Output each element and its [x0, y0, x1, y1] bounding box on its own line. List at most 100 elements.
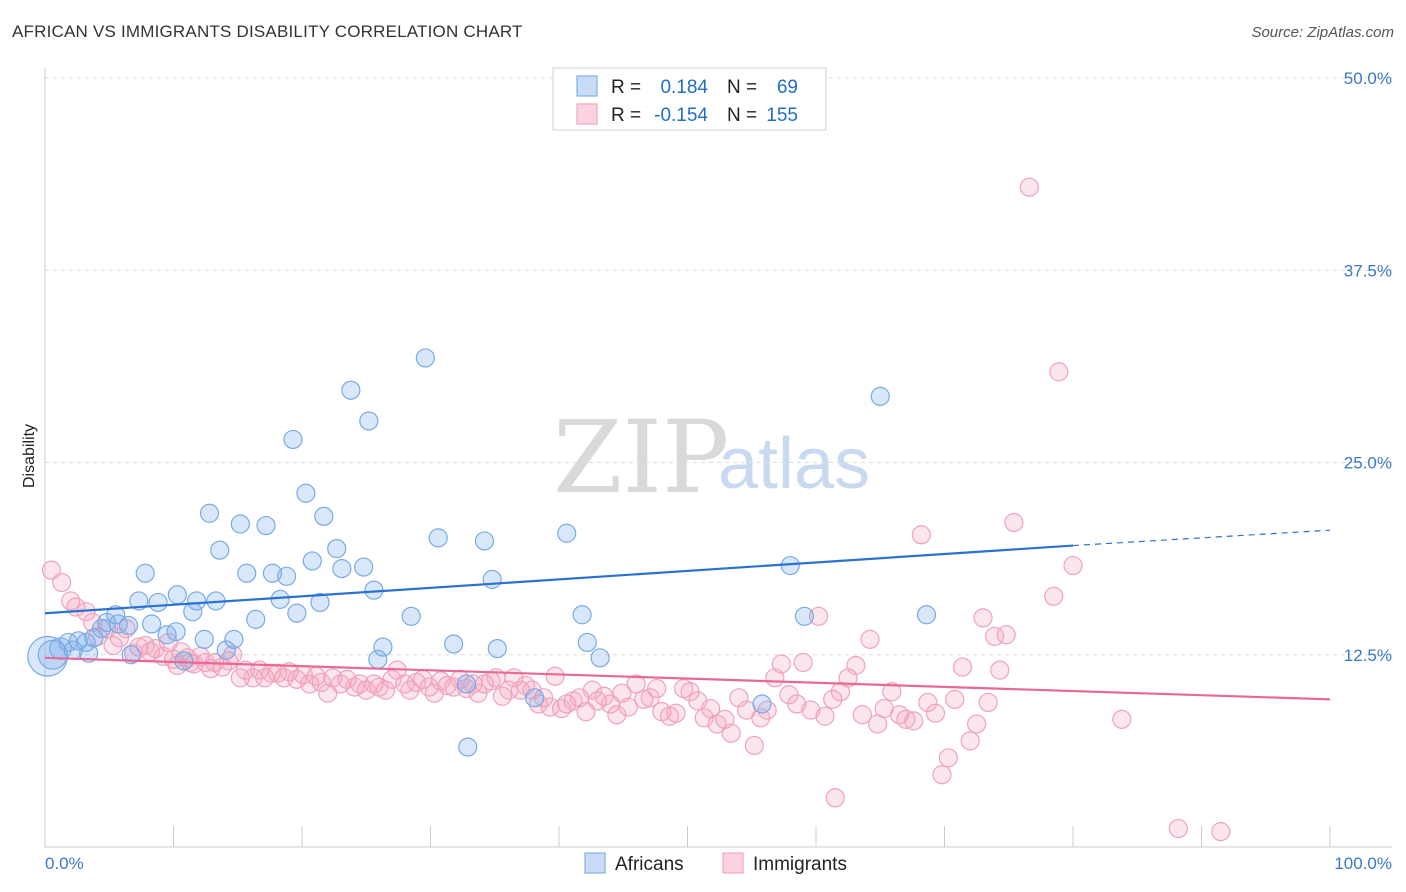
immigrants-point: [751, 708, 771, 728]
africans-point: [314, 506, 334, 526]
immigrants-point: [243, 668, 263, 688]
africans-points: [27, 348, 937, 757]
africans-point: [166, 622, 186, 642]
africans-point: [237, 563, 257, 583]
immigrants-point: [852, 705, 872, 725]
immigrants-r-label: R =: [611, 105, 641, 126]
africans-point: [474, 531, 495, 551]
immigrants-point: [323, 668, 343, 688]
immigrants-point: [952, 657, 973, 677]
legend-africans-swatch: [584, 852, 606, 874]
immigrants-r-value: -0.154: [654, 105, 708, 126]
immigrants-point: [846, 655, 866, 676]
africans-point: [572, 605, 592, 625]
africans-point: [359, 411, 379, 431]
africans-point: [118, 615, 139, 636]
africans-point: [256, 515, 276, 536]
immigrants-point: [932, 765, 952, 785]
x-tick-label-max: 100.0%: [1334, 854, 1392, 873]
y-tick-label-3: 50.0%: [1344, 69, 1392, 88]
immigrants-swatch: [576, 103, 598, 125]
immigrants-point: [311, 672, 331, 693]
axes: [44, 68, 1392, 848]
immigrants-point: [375, 680, 396, 700]
africans-point: [167, 585, 187, 605]
y-tick-labels: 12.5% 25.0% 37.5% 50.0%: [1344, 69, 1392, 665]
africans-point: [401, 606, 421, 626]
africans-point: [296, 483, 316, 503]
immigrants-point: [721, 723, 741, 743]
africans-point: [916, 605, 937, 625]
africans-point: [327, 539, 347, 559]
immigrants-points: [41, 177, 1231, 842]
immigrants-point: [103, 635, 123, 656]
africans-point: [415, 348, 435, 368]
africans-point: [121, 645, 141, 665]
africans-point: [341, 380, 361, 400]
chart-source: Source: ZipAtlas.com: [1251, 24, 1394, 41]
y-tick-label-0: 12.5%: [1344, 646, 1392, 665]
y-axis-title: Disability: [21, 424, 38, 488]
immigrants-point: [279, 662, 299, 682]
x-tick-labels: 0.0% 100.0%: [45, 854, 1392, 873]
africans-point: [194, 629, 214, 649]
immigrants-point: [1049, 362, 1069, 382]
immigrants-point: [400, 680, 420, 700]
africans-point: [148, 592, 168, 613]
immigrants-point: [666, 703, 686, 723]
trend-lines: [44, 529, 1331, 701]
africans-point: [458, 737, 478, 757]
africans-point: [310, 592, 330, 613]
africans-point: [216, 640, 236, 660]
africans-point: [270, 589, 290, 609]
africans-point: [590, 648, 610, 668]
x-tick-label-min: 0.0%: [45, 854, 84, 873]
africans-r-label: R =: [611, 77, 641, 98]
immigrants-point: [129, 637, 149, 657]
immigrants-point: [1004, 512, 1024, 533]
africans-point: [794, 606, 815, 626]
immigrants-point: [744, 735, 764, 756]
immigrants-point: [1112, 709, 1132, 729]
africans-point: [287, 603, 307, 623]
immigrants-point: [235, 660, 256, 680]
immigrants-point: [911, 525, 931, 545]
africans-point: [142, 614, 162, 634]
legend-immigrants-label: Immigrants: [753, 854, 847, 875]
africans-point: [752, 694, 772, 714]
immigrants-point: [1019, 177, 1039, 197]
immigrants-point: [787, 694, 807, 714]
immigrants-point: [938, 748, 958, 768]
immigrants-point: [925, 703, 946, 723]
africans-point: [129, 591, 149, 611]
africans-point: [332, 559, 352, 579]
immigrants-point: [1211, 822, 1231, 842]
africans-point: [870, 386, 890, 406]
africans-point: [557, 523, 577, 543]
africans-point: [428, 528, 448, 548]
immigrants-point: [1044, 586, 1064, 606]
legend-immigrants-swatch: [722, 852, 744, 874]
series-legend: Africans Immigrants: [584, 852, 847, 875]
immigrants-point: [990, 660, 1010, 680]
immigrants-point: [345, 677, 365, 697]
immigrants-point: [41, 560, 62, 580]
africans-trend-extension: [1072, 529, 1331, 547]
immigrants-point: [960, 731, 980, 751]
africans-swatch: [576, 75, 598, 97]
immigrants-point: [815, 706, 835, 726]
stats-legend-box: [552, 67, 827, 131]
y-tick-label-1: 25.0%: [1344, 454, 1392, 473]
chart-title: AFRICAN VS IMMIGRANTS DISABILITY CORRELA…: [12, 22, 523, 41]
africans-point: [302, 551, 322, 571]
africans-point: [276, 566, 297, 586]
immigrants-point: [823, 689, 843, 709]
africans-point: [524, 688, 545, 708]
immigrants-point: [967, 714, 987, 734]
immigrants-point: [1063, 555, 1083, 576]
immigrants-point: [364, 674, 384, 694]
immigrants-point: [801, 700, 821, 720]
africans-point: [79, 643, 99, 663]
immigrants-point: [896, 709, 916, 729]
immigrants-point: [582, 680, 603, 700]
